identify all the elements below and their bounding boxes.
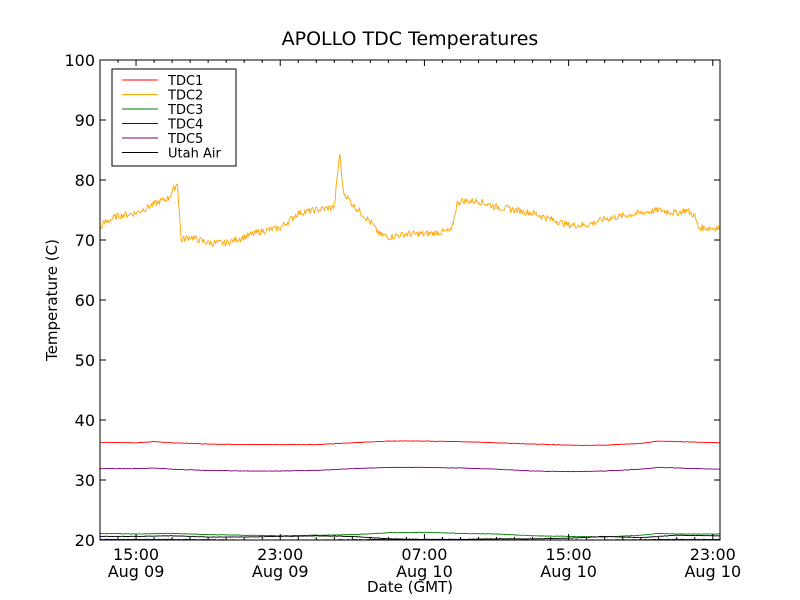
series-line-tdc1 — [100, 440, 720, 446]
y-tick-label: 90 — [75, 111, 95, 130]
x-tick-date-label: Aug 10 — [684, 562, 741, 581]
y-tick-label: 50 — [75, 351, 95, 370]
y-axis-label: Temperature (C) — [43, 239, 61, 362]
x-tick-time-label: 23:00 — [690, 545, 736, 564]
legend-label: TDC3 — [167, 103, 203, 118]
chart-title: APOLLO TDC Temperatures — [282, 28, 539, 50]
y-tick-label: 80 — [75, 171, 95, 190]
legend-label: TDC4 — [167, 118, 203, 133]
x-tick-time-label: 15:00 — [546, 545, 592, 564]
legend-label: TDC5 — [167, 132, 203, 147]
y-tick-label: 70 — [75, 231, 95, 250]
y-tick-label: 60 — [75, 291, 95, 310]
legend-label: TDC2 — [167, 89, 203, 104]
x-axis-label: Date (GMT) — [367, 578, 453, 596]
y-tick-label: 20 — [75, 531, 95, 550]
series-line-tdc2 — [100, 153, 720, 248]
series-line-utah-air — [100, 534, 720, 540]
legend-label: Utah Air — [168, 147, 221, 162]
x-tick-time-label: 07:00 — [401, 545, 447, 564]
legend-label: TDC1 — [167, 74, 203, 89]
x-tick-time-label: 23:00 — [257, 545, 303, 564]
x-tick-time-label: 15:00 — [113, 545, 159, 564]
y-tick-label: 40 — [75, 411, 95, 430]
y-tick-label: 30 — [75, 471, 95, 490]
y-tick-label: 100 — [64, 51, 95, 70]
y-axis: 20 30 40 50 60 70 80 90 100 — [64, 51, 720, 550]
series-line-tdc5 — [100, 466, 720, 473]
x-tick-date-label: Aug 09 — [108, 562, 165, 581]
x-tick-date-label: Aug 09 — [252, 562, 309, 581]
x-tick-date-label: Aug 10 — [396, 562, 453, 581]
x-tick-date-label: Aug 10 — [540, 562, 597, 581]
legend-frame — [111, 68, 237, 167]
